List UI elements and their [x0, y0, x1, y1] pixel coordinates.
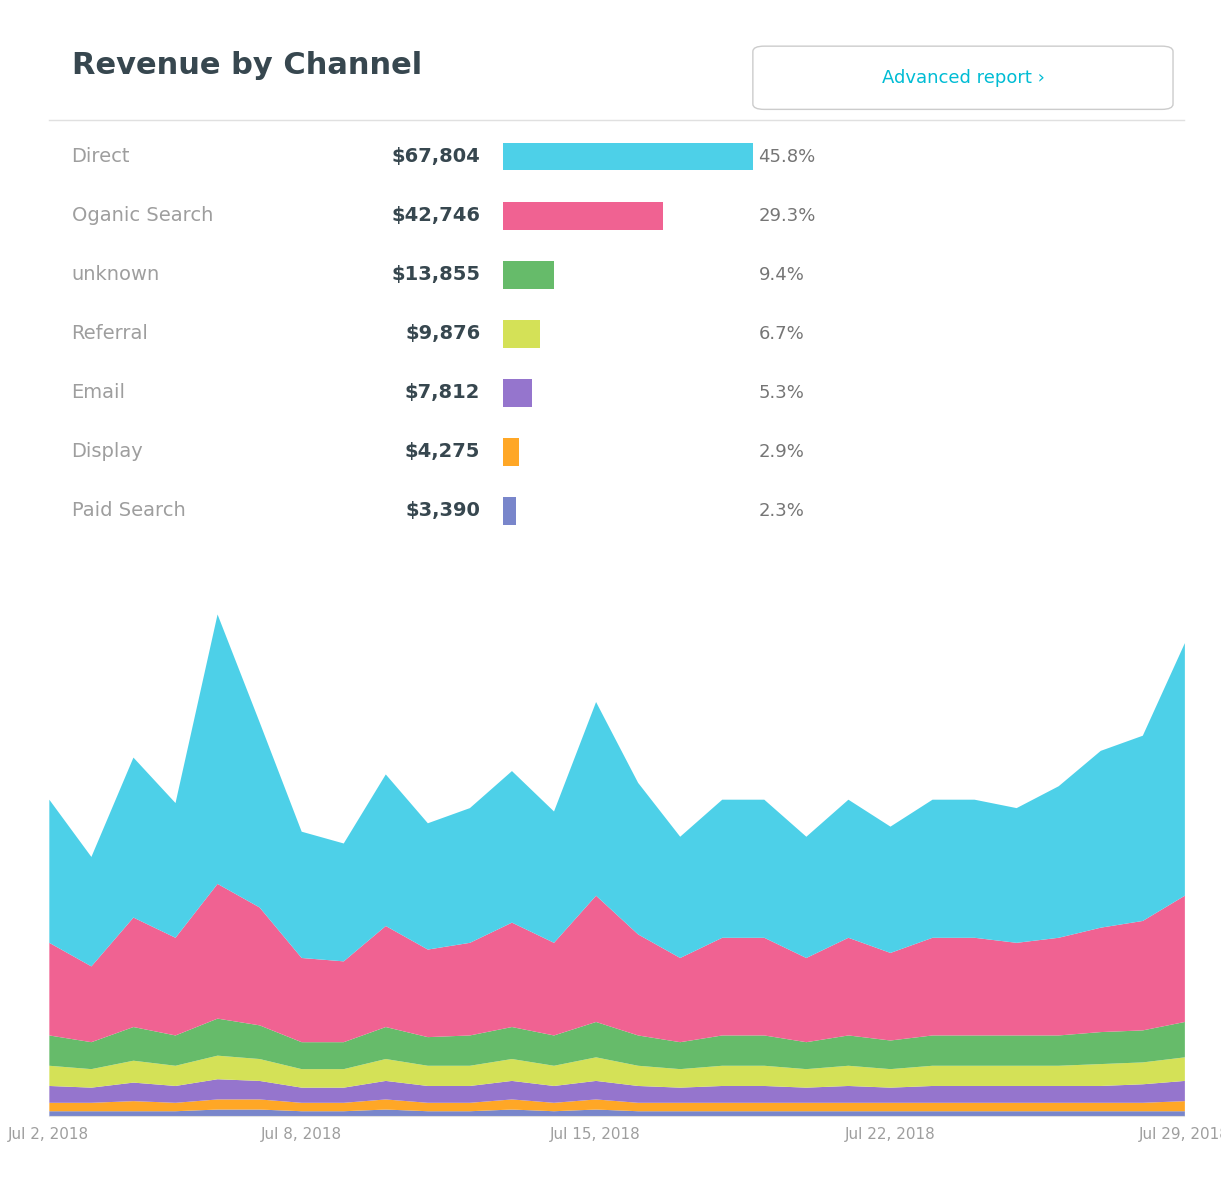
Text: Email: Email: [72, 383, 126, 402]
Text: Paid Search: Paid Search: [72, 501, 186, 520]
Text: $9,876: $9,876: [405, 324, 480, 343]
FancyBboxPatch shape: [503, 202, 663, 229]
Text: Direct: Direct: [72, 147, 131, 166]
Text: 5.3%: 5.3%: [758, 383, 805, 402]
Text: unknown: unknown: [72, 266, 160, 285]
Text: $13,855: $13,855: [392, 266, 480, 285]
Text: 6.7%: 6.7%: [758, 325, 805, 343]
FancyBboxPatch shape: [503, 144, 753, 171]
Text: $42,746: $42,746: [392, 207, 480, 226]
Text: $4,275: $4,275: [405, 443, 480, 462]
Text: $7,812: $7,812: [405, 383, 480, 402]
FancyBboxPatch shape: [503, 497, 515, 525]
Text: Referral: Referral: [72, 324, 149, 343]
Text: $67,804: $67,804: [392, 147, 480, 166]
Text: 9.4%: 9.4%: [758, 266, 805, 284]
Text: Revenue by Channel: Revenue by Channel: [72, 51, 421, 81]
Text: 29.3%: 29.3%: [758, 207, 816, 224]
Text: 2.3%: 2.3%: [758, 502, 805, 520]
Text: Advanced report ›: Advanced report ›: [882, 69, 1044, 87]
Text: Oganic Search: Oganic Search: [72, 207, 212, 226]
FancyBboxPatch shape: [503, 320, 540, 348]
FancyBboxPatch shape: [753, 46, 1173, 109]
Text: $3,390: $3,390: [405, 501, 480, 520]
Text: 45.8%: 45.8%: [758, 148, 816, 166]
FancyBboxPatch shape: [503, 379, 532, 407]
Text: 2.9%: 2.9%: [758, 443, 805, 461]
FancyBboxPatch shape: [503, 438, 519, 465]
FancyBboxPatch shape: [503, 261, 554, 288]
Text: Display: Display: [72, 443, 143, 462]
